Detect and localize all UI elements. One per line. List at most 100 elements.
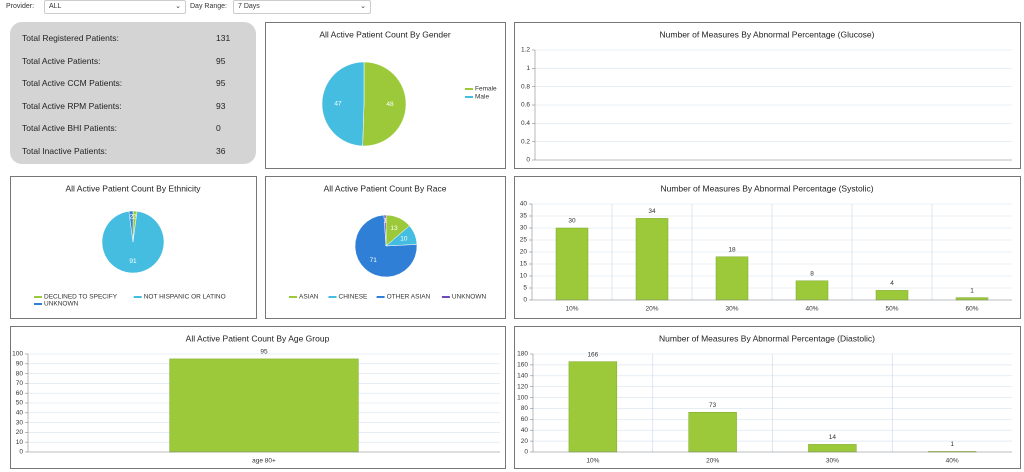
legend-label: DECLINED TO SPECIFY <box>44 294 118 301</box>
summary-value: 36 <box>216 146 226 156</box>
summary-value: 95 <box>216 78 226 89</box>
y-tick-label: 0.2 <box>521 138 530 145</box>
legend-label: ASIAN <box>299 294 319 301</box>
summary-value: 0 <box>216 123 221 134</box>
slice-label: 91 <box>129 258 137 265</box>
dropdown-arrow: ⌄ <box>360 3 366 10</box>
data-label: 1 <box>970 287 974 294</box>
chart-title: All Active Patient Count By Ethnicity <box>65 183 201 193</box>
x-tick-label: 60% <box>965 306 978 313</box>
bar <box>955 297 989 301</box>
day-range-dropdown[interactable]: 7 Days ⌄ <box>233 0 371 14</box>
legend-label: UNKNOWN <box>44 301 79 308</box>
y-tick-label: 35 <box>520 213 528 220</box>
summary-label: Total Active CCM Patients: <box>22 78 123 89</box>
summary-row: Total Active BHI Patients: 0 <box>22 123 232 133</box>
chart-title: All Active Patient Count By Gender <box>319 29 451 39</box>
y-tick-label: 0.8 <box>521 83 530 90</box>
bar <box>715 256 749 301</box>
day-range-label: Day Range: <box>190 3 227 10</box>
summary-label: Total Active Patients: <box>22 55 101 66</box>
pie-slice <box>385 225 418 247</box>
data-label: 166 <box>587 351 598 358</box>
slice-label: 2 <box>130 213 134 220</box>
x-tick-label: 10% <box>565 306 578 313</box>
slice-label: 10 <box>400 236 408 243</box>
chart-panel <box>265 22 506 169</box>
chart-title: Number of Measures By Abnormal Percentag… <box>659 333 875 343</box>
y-tick-label: 20 <box>520 249 528 256</box>
bar <box>808 444 857 453</box>
x-tick-label: 20% <box>645 306 658 313</box>
summary-label: Total Inactive Patients: <box>22 146 108 156</box>
x-tick-label: 40% <box>805 306 818 313</box>
pie-slice <box>321 61 365 147</box>
data-label: 1 <box>950 441 954 448</box>
chart-title: Number of Measures By Abnormal Percentag… <box>660 183 873 193</box>
y-tick-label: 40 <box>520 201 528 208</box>
y-tick-label: 20 <box>16 429 24 436</box>
y-tick-label: 0.6 <box>521 102 530 109</box>
y-tick-label: 90 <box>16 361 24 368</box>
bar <box>927 451 977 453</box>
y-tick-label: 70 <box>16 380 24 387</box>
y-tick-label: 0 <box>524 449 528 456</box>
data-label: 34 <box>648 208 656 215</box>
x-tick-label: 20% <box>706 458 719 465</box>
provider-label: Provider: <box>6 3 35 10</box>
y-tick-label: 60 <box>521 416 529 423</box>
chart-panel <box>10 176 257 319</box>
bar <box>688 412 737 453</box>
y-tick-label: 1 <box>526 65 530 72</box>
summary-row: Total Registered Patients: 131 <box>22 33 232 43</box>
summary-row: Total Active RPM Patients: 93 <box>22 101 232 111</box>
chart-panel <box>265 176 506 319</box>
provider-dropdown[interactable]: ALL ⌄ <box>44 0 186 14</box>
summary-value: 93 <box>216 100 226 111</box>
x-tick-label: 40% <box>946 458 959 465</box>
summary-panel: Total Registered Patients: 131 Total Activ… <box>10 22 256 164</box>
y-tick-label: 160 <box>517 362 528 369</box>
y-tick-label: 180 <box>517 351 528 358</box>
summary-label: Total Active RPM Patients: <box>22 100 122 111</box>
y-tick-label: 25 <box>520 237 528 244</box>
bar <box>555 227 589 301</box>
legend-label: NOT HISPANIC OR LATINO <box>144 294 226 301</box>
y-tick-label: 0 <box>523 297 527 304</box>
x-tick-label: 30% <box>725 306 738 313</box>
y-tick-label: 120 <box>517 383 528 390</box>
y-tick-label: 50 <box>16 400 24 407</box>
legend-label: OTHER ASIAN <box>387 294 431 301</box>
summary-label: Total Registered Patients: <box>22 33 119 43</box>
bar <box>568 361 618 453</box>
summary-value: 95 <box>216 55 226 66</box>
summary-label: Total Active BHI Patients: <box>22 123 117 134</box>
chart-panel <box>514 176 1021 319</box>
pie-slice <box>354 214 418 278</box>
legend-label: Male <box>475 94 489 101</box>
summary-row: Total Inactive Patients: 36 <box>22 146 232 156</box>
pie-slice <box>383 214 387 247</box>
x-tick-label: age 80+ <box>252 458 276 465</box>
slice-label: 13 <box>390 225 398 232</box>
y-tick-label: 100 <box>12 351 23 358</box>
pie-slice <box>362 61 407 147</box>
y-tick-label: 10 <box>16 439 24 446</box>
data-label: 4 <box>890 280 894 287</box>
provider-value: ALL <box>49 3 62 10</box>
data-label: 8 <box>810 271 814 278</box>
bar <box>795 280 829 301</box>
y-tick-label: 20 <box>521 438 529 445</box>
pie-slice <box>101 210 165 274</box>
chart-title: All Active Patient Count By Race <box>324 183 447 193</box>
y-tick-label: 15 <box>520 261 528 268</box>
slice-label: 2 <box>133 213 137 220</box>
bar <box>635 218 669 301</box>
slice-label: 1 <box>383 217 387 224</box>
y-tick-label: 80 <box>16 370 24 377</box>
y-tick-label: 10 <box>520 273 528 280</box>
legend-label: Female <box>475 86 497 93</box>
x-tick-label: 10% <box>586 458 599 465</box>
pie-slice <box>385 214 410 247</box>
